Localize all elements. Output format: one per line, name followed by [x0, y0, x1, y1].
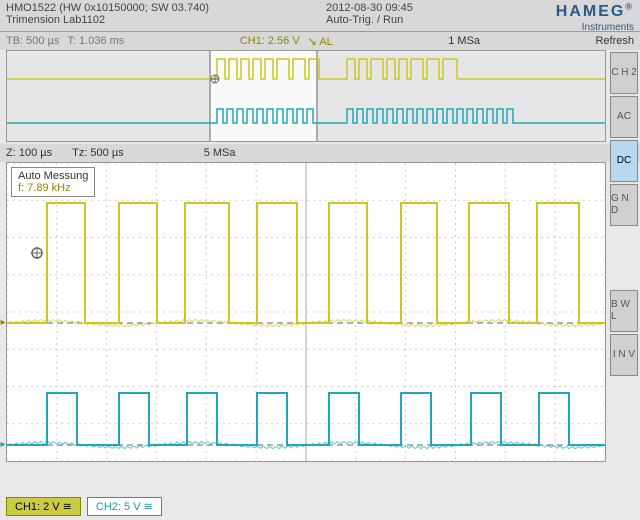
- trigger-edge-label: ↘ AL: [308, 35, 333, 48]
- timebase-label: TB: 500 µs: [6, 35, 59, 47]
- header-status-block: 2012-08-30 09:45 Auto-Trig. / Run: [320, 0, 460, 31]
- refresh-label: Refresh: [595, 35, 634, 47]
- header-model-block: HMO1522 (HW 0x10150000; SW 03.740) Trime…: [0, 0, 320, 31]
- ch2-select-button[interactable]: C H 2: [610, 52, 638, 94]
- hameg-subtitle: Instruments: [582, 22, 634, 33]
- ac-coupling-button[interactable]: AC: [610, 96, 638, 138]
- gnd-button[interactable]: G N D: [610, 184, 638, 226]
- zoom-z-label: Z: 100 µs: [6, 147, 52, 159]
- main-plot: Auto Messung f: 7.89 kHz 1▸ 2▸: [6, 162, 606, 462]
- auto-measure-freq: f: 7.89 kHz: [18, 182, 88, 194]
- overview-svg: [7, 51, 605, 141]
- ch2-marker: 2▸: [0, 439, 6, 450]
- side-panel: C H 2 AC DC G N D B W L I N V: [610, 52, 638, 376]
- datetime-text: 2012-08-30 09:45: [326, 2, 454, 14]
- info-bar: TB: 500 µs T: 1.036 ms CH1: 2.56 V ↘ AL …: [0, 32, 640, 50]
- model-text: HMO1522 (HW 0x10150000; SW 03.740): [6, 2, 314, 14]
- zoom-bar: Z: 100 µs Tz: 500 µs 5 MSa: [0, 144, 640, 162]
- zoom-sa-label: 5 MSa: [204, 147, 236, 159]
- trigmode-text: Auto-Trig. / Run: [326, 14, 454, 26]
- time-label: T: 1.036 ms: [67, 35, 124, 47]
- ch2-scale-button[interactable]: CH2: 5 V ≅: [87, 497, 162, 516]
- hameg-logo: HAMEG®: [556, 3, 634, 20]
- ch1-scale-button[interactable]: CH1: 2 V ≅: [6, 497, 81, 516]
- main-svg: [7, 163, 605, 461]
- auto-measure-title: Auto Messung: [18, 170, 88, 182]
- header: HMO1522 (HW 0x10150000; SW 03.740) Trime…: [0, 0, 640, 32]
- auto-measure-box: Auto Messung f: 7.89 kHz: [11, 167, 95, 197]
- lab-text: Trimension Lab1102: [6, 14, 314, 26]
- zoom-tz-label: Tz: 500 µs: [72, 147, 124, 159]
- samplerate-label: 1 MSa: [448, 35, 480, 47]
- logo-block: HAMEG® Instruments: [460, 0, 640, 31]
- dc-coupling-button[interactable]: DC: [610, 140, 638, 182]
- footer: CH1: 2 V ≅ CH2: 5 V ≅: [6, 496, 606, 516]
- inv-button[interactable]: I N V: [610, 334, 638, 376]
- ch1-trigger-label: CH1: 2.56 V: [240, 35, 300, 47]
- ch1-marker: 1▸: [0, 317, 6, 328]
- bwl-button[interactable]: B W L: [610, 290, 638, 332]
- overview-plot: [6, 50, 606, 142]
